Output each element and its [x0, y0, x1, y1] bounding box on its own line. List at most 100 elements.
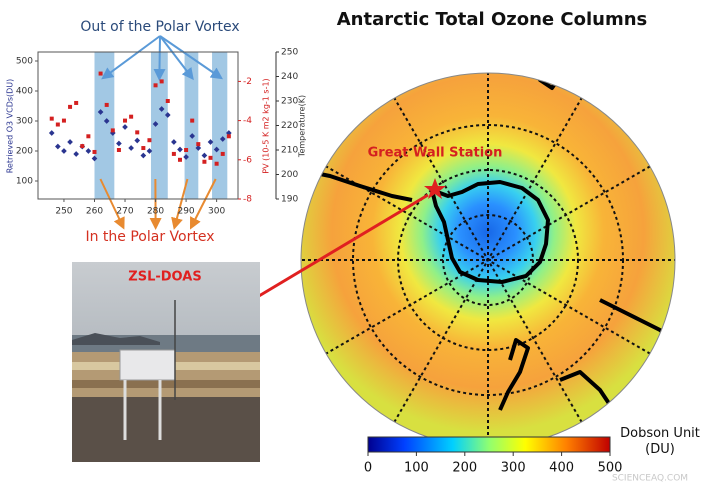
data-point	[184, 148, 189, 152]
data-point	[91, 155, 98, 162]
vortex-out-band	[184, 52, 199, 199]
y-tick-label: 100	[16, 177, 33, 187]
y3-axis-label: Temperature(K)	[298, 95, 307, 158]
data-point	[214, 161, 219, 166]
colorbar-tick-label: 200	[452, 461, 477, 476]
data-point	[110, 128, 115, 133]
data-point	[201, 152, 208, 159]
data-point	[104, 102, 109, 107]
data-point	[196, 142, 201, 147]
vortex-out-band	[150, 52, 168, 199]
data-point	[85, 148, 92, 154]
arrow-in	[99, 178, 125, 230]
data-point	[116, 140, 122, 147]
arrow-out	[159, 35, 194, 81]
data-point	[92, 149, 97, 154]
data-point	[171, 151, 176, 156]
colorbar-tick-label: 100	[404, 461, 429, 476]
y3-tick-label: 220	[281, 121, 298, 131]
data-point	[158, 106, 165, 112]
data-point	[74, 100, 79, 105]
y3-tick-label: 190	[281, 195, 298, 205]
map-title: Antarctic Total Ozone Columns	[337, 9, 647, 30]
plot-frame	[37, 51, 239, 200]
data-point	[208, 155, 213, 160]
data-point	[134, 137, 141, 144]
y2-tick-label: -2	[243, 77, 252, 87]
data-point	[220, 151, 225, 156]
colorbar-label: Dobson Unit (DU)	[620, 426, 700, 457]
data-point	[189, 133, 196, 139]
data-point	[219, 136, 226, 142]
y3-tick-label: 200	[281, 170, 298, 180]
x-tick-label: 300	[208, 207, 225, 217]
data-point	[97, 109, 104, 115]
station-label: Great Wall Station	[368, 146, 503, 161]
station-star	[424, 178, 446, 199]
y-tick-label: 400	[16, 87, 33, 97]
data-point	[129, 114, 134, 119]
data-point	[116, 148, 121, 152]
x-tick-label: 270	[116, 207, 133, 217]
data-point	[190, 118, 195, 123]
data-point	[61, 148, 67, 154]
data-point	[49, 116, 54, 121]
data-point	[207, 139, 214, 145]
instrument-photo	[72, 262, 260, 462]
data-point	[226, 134, 231, 139]
y3-tick-label: 240	[281, 72, 298, 82]
data-point	[103, 118, 110, 124]
arrow-in	[189, 178, 217, 230]
colorbar-tick-label: 300	[501, 461, 526, 476]
vortex-out-band	[94, 52, 115, 199]
data-point	[171, 139, 177, 145]
data-point	[195, 145, 202, 151]
data-point	[213, 146, 220, 153]
data-point	[146, 148, 153, 154]
data-point	[177, 157, 182, 162]
data-point	[123, 118, 128, 123]
data-point	[202, 159, 207, 164]
colorbar-tick-label: 400	[549, 461, 574, 476]
colorbar	[367, 436, 611, 453]
data-point	[48, 130, 55, 136]
arrow-out	[153, 35, 166, 81]
ozone-map	[301, 73, 675, 447]
x-tick-label: 260	[86, 207, 103, 217]
data-point	[80, 144, 85, 149]
data-point	[55, 143, 61, 150]
data-point	[140, 152, 147, 159]
data-point	[98, 71, 103, 76]
y-tick-label: 500	[16, 57, 33, 67]
data-point	[68, 104, 73, 109]
annotation-bottom: In the Polar Vortex	[85, 229, 214, 245]
y2-axis-label: PV (10-5 K m2 kg-1 s-1)	[262, 78, 271, 173]
data-point	[73, 151, 79, 157]
data-point	[61, 118, 66, 123]
x-tick-label: 290	[177, 207, 194, 217]
y3-tick-label: 250	[281, 48, 298, 58]
colorbar-tick-label: 0	[364, 461, 372, 476]
data-point	[141, 146, 146, 151]
y3-tick-label: 230	[281, 97, 298, 107]
data-point	[153, 83, 158, 88]
data-point	[55, 122, 60, 127]
data-point	[86, 134, 91, 139]
y-tick-label: 200	[16, 147, 33, 157]
data-point	[177, 146, 183, 153]
y-tick-label: 300	[16, 117, 33, 127]
y3-tick-label: 210	[281, 146, 298, 156]
data-point	[128, 145, 134, 151]
arrow-in	[171, 178, 189, 230]
y2-tick-label: -4	[243, 116, 252, 126]
data-point	[122, 124, 128, 130]
x-tick-label: 250	[55, 207, 72, 217]
data-point	[165, 99, 170, 103]
data-point	[152, 121, 159, 127]
data-point	[159, 79, 164, 84]
y2-tick-label: -6	[243, 155, 252, 165]
colorbar-tick-label: 500	[598, 461, 623, 476]
y-axis-label: Retrieved O3 VCDs(DU)	[6, 79, 15, 174]
